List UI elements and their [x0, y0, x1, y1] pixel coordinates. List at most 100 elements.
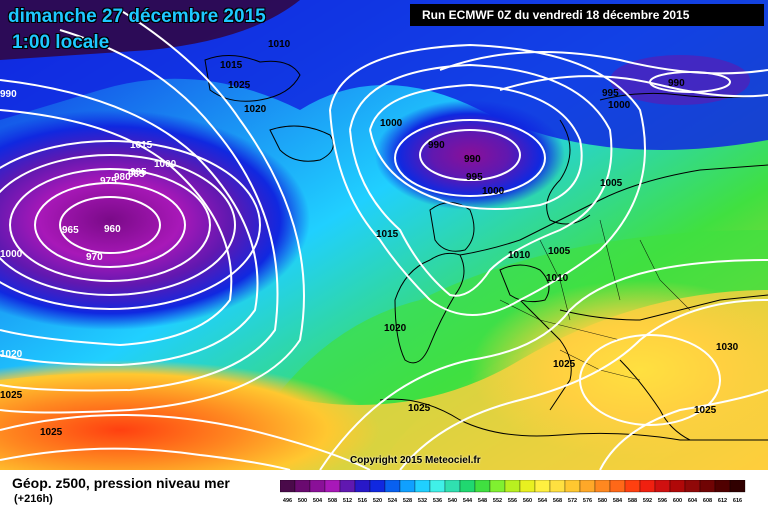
- scale-tick-label: 532: [418, 498, 427, 504]
- isobar-label: 1000: [0, 249, 23, 260]
- isobar-label: 1000: [380, 118, 403, 129]
- map-canvas: 1010 1015 1020 1025 990 995 1000 1005 10…: [0, 0, 768, 470]
- scale-tick-label: 548: [478, 498, 487, 504]
- scale-tick-label: 580: [598, 498, 607, 504]
- legend-title: Géop. z500, pression niveau mer: [12, 475, 230, 491]
- isobar-label: 1000: [154, 159, 177, 170]
- scale-tick-label: 588: [628, 498, 637, 504]
- scale-swatch: [624, 480, 641, 493]
- isobar-label: 1025: [553, 359, 576, 370]
- scale-tick-label: 508: [328, 498, 337, 504]
- isobar-label: 1025: [694, 405, 717, 416]
- scale-swatch: [714, 480, 731, 493]
- scale-tick-label: 512: [343, 498, 352, 504]
- isobar-label: 1005: [548, 246, 571, 257]
- scale-swatch: [444, 480, 461, 493]
- scale-swatch: [339, 480, 356, 493]
- arctic-low-field: [610, 55, 750, 105]
- atlantic-low-field: [0, 110, 310, 330]
- scale-swatch: [534, 480, 551, 493]
- scale-swatch: [669, 480, 686, 493]
- isobar-label: 1000: [482, 186, 505, 197]
- scale-tick-label: 604: [688, 498, 698, 504]
- scale-swatch: [414, 480, 431, 493]
- scale-tick-label: 616: [733, 498, 742, 504]
- isobar-label: 1015: [376, 229, 399, 240]
- scale-swatch: [729, 480, 746, 493]
- scale-swatch: [639, 480, 656, 493]
- isobar-label: 1000: [608, 100, 631, 111]
- scale-swatch: [699, 480, 716, 493]
- isobar-label: 1005: [600, 178, 623, 189]
- scale-tick-label: 556: [508, 498, 517, 504]
- scale-swatch: [280, 480, 296, 493]
- isobar-label: 1015: [220, 60, 243, 71]
- isobar-label: 990: [428, 140, 445, 151]
- isobars: [0, 9, 768, 470]
- isobar-label: 1025: [228, 80, 251, 91]
- scale-swatch: [684, 480, 701, 493]
- scale-swatch: [324, 480, 341, 493]
- scale-swatch: [504, 480, 521, 493]
- scale-tick-label: 576: [583, 498, 592, 504]
- scale-swatch: [594, 480, 611, 493]
- scale-tick-label: 496: [283, 498, 292, 504]
- scale-swatch: [489, 480, 506, 493]
- isobar-label: 1020: [244, 104, 267, 115]
- copyright-text: Copyright 2015 Meteociel.fr: [350, 455, 481, 466]
- isobar-label: 1010: [508, 250, 531, 261]
- isobar-label: 1025: [40, 427, 63, 438]
- isobar-label: 1020: [0, 349, 23, 360]
- scale-tick-label: 504: [313, 498, 323, 504]
- scale-swatch: [369, 480, 386, 493]
- scale-tick-label: 612: [718, 498, 727, 504]
- scale-swatch: [384, 480, 401, 493]
- scale-swatch: [429, 480, 446, 493]
- scale-tick-label: 536: [433, 498, 442, 504]
- scale-tick-label: 592: [643, 498, 652, 504]
- scale-tick-label: 584: [613, 498, 623, 504]
- isobar-labels: 1010 1015 1020 1025 990 995 1000 1005 10…: [0, 39, 739, 438]
- scale-tick-label: 516: [358, 498, 367, 504]
- scale-swatch: [579, 480, 596, 493]
- scale-swatch: [609, 480, 626, 493]
- isobar-label: 990: [0, 89, 17, 100]
- scale-swatch: [354, 480, 371, 493]
- scale-tick-label: 596: [658, 498, 667, 504]
- scale-tick-label: 524: [388, 498, 398, 504]
- weather-map: 1010 1015 1020 1025 990 995 1000 1005 10…: [0, 0, 768, 470]
- scale-tick-label: 600: [673, 498, 682, 504]
- scale-tick-label: 540: [448, 498, 457, 504]
- scale-swatch: [549, 480, 566, 493]
- scale-swatch: [564, 480, 581, 493]
- color-scale: 496 500 504 508 512 516 520 524 528 532 536 540 544 5…: [280, 480, 746, 504]
- isobar-label: 995: [466, 172, 483, 183]
- scale-tick-label: 552: [493, 498, 502, 504]
- isobar-label: 990: [668, 78, 685, 89]
- isobar-label: 1010: [546, 273, 569, 284]
- legend-footer: Géop. z500, pression niveau mer (+216h) …: [0, 470, 768, 512]
- legend-subtitle: (+216h): [14, 493, 53, 505]
- scale-tick-label: 544: [463, 498, 473, 504]
- isobar-label: 965: [62, 225, 79, 236]
- scale-tick-label: 520: [373, 498, 382, 504]
- isobar-label: 990: [464, 154, 481, 165]
- scale-tick-label: 564: [538, 498, 548, 504]
- isobar-label: 975: [100, 176, 117, 187]
- isobar-label: 1030: [716, 342, 739, 353]
- isobar-label: 995: [130, 167, 147, 178]
- model-run-info: Run ECMWF 0Z du vendredi 18 décembre 201…: [410, 4, 764, 26]
- scale-tick-label: 608: [703, 498, 712, 504]
- isobar-label: 1015: [130, 140, 153, 151]
- isobar-label: 1025: [0, 390, 23, 401]
- isobar-label: 1020: [384, 323, 407, 334]
- scale-tick-label: 560: [523, 498, 532, 504]
- scale-swatch: [459, 480, 476, 493]
- southwest-high-field: [0, 360, 380, 470]
- coastlines: [204, 55, 768, 441]
- scale-tick-label: 528: [403, 498, 412, 504]
- scale-swatch: [519, 480, 536, 493]
- scale-swatch: [294, 480, 311, 493]
- isobar-label: 985: [128, 169, 145, 180]
